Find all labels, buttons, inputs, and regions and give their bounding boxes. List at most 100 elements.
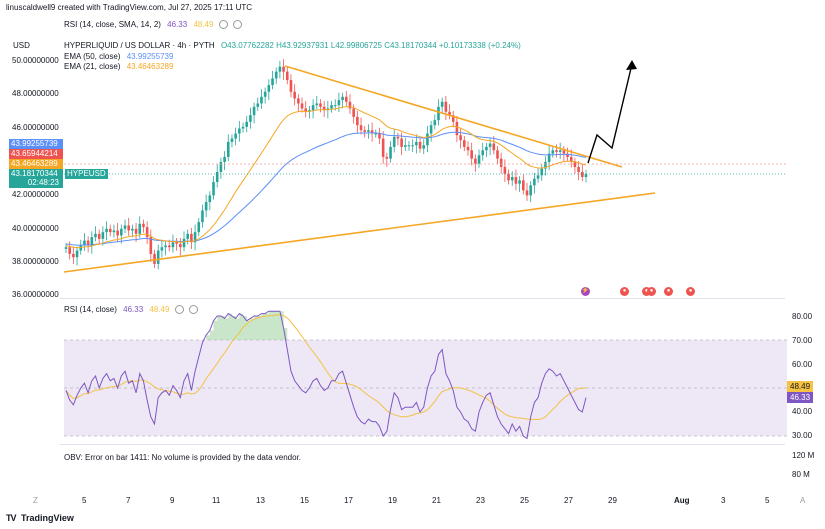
- y-tick-42: 42.00000000: [12, 190, 59, 199]
- candle-body: [256, 103, 260, 107]
- attribution-text: linuscaldwell9 created with TradingView.…: [6, 3, 253, 12]
- y-tick-48: 48.00000000: [12, 89, 59, 98]
- candle-body: [518, 180, 521, 184]
- candle-body: [311, 105, 315, 111]
- candle-body: [238, 128, 241, 134]
- event-badge-icon[interactable]: ⚡: [581, 287, 590, 296]
- candle-body: [94, 233, 97, 238]
- us-flag-icon[interactable]: ●: [647, 287, 656, 296]
- candle-body: [440, 101, 444, 107]
- tv-logo-icon: TV: [6, 513, 16, 523]
- candle-body: [112, 230, 116, 233]
- time-axis-left-button[interactable]: Z: [33, 496, 38, 505]
- lower-trendline[interactable]: [63, 192, 656, 273]
- x-tick: 5: [82, 496, 87, 505]
- ema50-price-tag: 43.99255739: [9, 139, 63, 149]
- candle-body: [503, 166, 507, 174]
- candle-body: [164, 245, 167, 248]
- candle-body: [581, 171, 584, 177]
- symbol-line: HYPERLIQUID / US DOLLAR · 4h · PYTH: [64, 41, 215, 50]
- candle-body: [197, 222, 201, 233]
- candles-group: [64, 59, 588, 270]
- us-flag-icon[interactable]: ●: [664, 287, 673, 296]
- candle-body: [540, 168, 544, 176]
- rsi-line: [65, 310, 587, 440]
- ema21-legend: EMA (21, close) 43.46463289: [64, 62, 173, 71]
- eye-icon[interactable]: [174, 305, 184, 315]
- candle-body: [533, 178, 536, 186]
- candle-body: [385, 156, 389, 159]
- candle-body: [204, 202, 208, 211]
- last-price-tag: 43.18170344: [9, 169, 63, 179]
- candle-body: [319, 103, 322, 107]
- footer-brand: TradingView: [21, 513, 74, 523]
- hide-icon[interactable]: [188, 305, 198, 315]
- time-axis-right-button[interactable]: A: [800, 496, 806, 505]
- panel-separator[interactable]: [60, 444, 785, 445]
- eye-icon[interactable]: [218, 20, 228, 30]
- ema50-legend: EMA (50, close) 43.99255739: [64, 52, 173, 61]
- candle-body: [83, 240, 86, 246]
- rsi-header-label: RSI (14, close, SMA, 14, 2): [64, 20, 161, 29]
- candle-body: [79, 245, 83, 251]
- us-flag-icon[interactable]: ●: [642, 287, 651, 296]
- candle-body: [123, 225, 127, 229]
- candle-body: [212, 182, 215, 196]
- candle-body: [400, 138, 403, 147]
- candle-body: [282, 66, 285, 72]
- red-price-tag: 43.65944214: [9, 149, 63, 159]
- candle-body: [330, 105, 333, 109]
- projection-arrowhead: [626, 60, 637, 70]
- candle-body: [127, 225, 130, 231]
- us-flag-icon[interactable]: ●: [686, 287, 695, 296]
- candle-body: [389, 146, 392, 159]
- rsi-ma-value: 48.49: [149, 305, 170, 314]
- tradingview-logo[interactable]: TV TradingView: [6, 513, 74, 523]
- candle-body: [492, 143, 496, 151]
- candle-body: [142, 223, 145, 228]
- candle-body: [193, 232, 197, 243]
- rsi-legend: RSI (14, close) 46.33 48.49: [64, 305, 198, 315]
- candle-body: [462, 140, 466, 147]
- hide-icon[interactable]: [232, 20, 242, 30]
- candle-body: [145, 227, 149, 238]
- candle-body: [444, 101, 448, 112]
- rsi-ma-tag: 48.49: [787, 381, 814, 392]
- projection-path[interactable]: [587, 63, 633, 164]
- candle-body: [215, 171, 219, 183]
- symbol-legend: HYPERLIQUID / US DOLLAR · 4h · PYTH O43.…: [64, 41, 521, 50]
- us-flag-icon[interactable]: ●: [620, 287, 629, 296]
- ohlc-values: O43.07762282 H43.92937931 L42.99806725 C…: [220, 41, 521, 50]
- x-tick: 3: [721, 496, 726, 505]
- candle-body: [90, 237, 94, 246]
- candle-body: [64, 247, 68, 249]
- candle-body: [455, 121, 459, 136]
- candle-body: [108, 228, 112, 233]
- candle-body: [182, 238, 186, 248]
- x-tick: 15: [300, 496, 309, 505]
- rsi-header-value: 46.33: [167, 20, 188, 29]
- candle-body: [566, 153, 569, 157]
- candle-body: [363, 130, 367, 132]
- ema21-price-tag: 43.46463289: [9, 159, 63, 169]
- candle-body: [418, 141, 422, 149]
- candle-body: [315, 103, 319, 106]
- upper-trendline[interactable]: [284, 65, 623, 168]
- panel-separator[interactable]: [60, 298, 785, 299]
- rsi-header-legend: RSI (14, close, SMA, 14, 2) 46.33 48.49: [64, 20, 242, 30]
- candle-body: [134, 228, 138, 234]
- candle-body: [226, 141, 230, 157]
- candle-body: [555, 150, 558, 152]
- candle-body: [68, 247, 71, 254]
- candle-body: [485, 146, 488, 151]
- candle-body: [352, 108, 355, 117]
- candle-body: [392, 136, 396, 147]
- candle-body: [171, 242, 175, 248]
- candle-body: [547, 153, 551, 162]
- candle-body: [293, 91, 296, 99]
- candle-body: [510, 177, 514, 181]
- candle-body: [322, 106, 326, 111]
- candle-body: [160, 247, 164, 251]
- countdown-tag: 02:48:23: [9, 178, 63, 188]
- currency-label: USD: [13, 41, 30, 50]
